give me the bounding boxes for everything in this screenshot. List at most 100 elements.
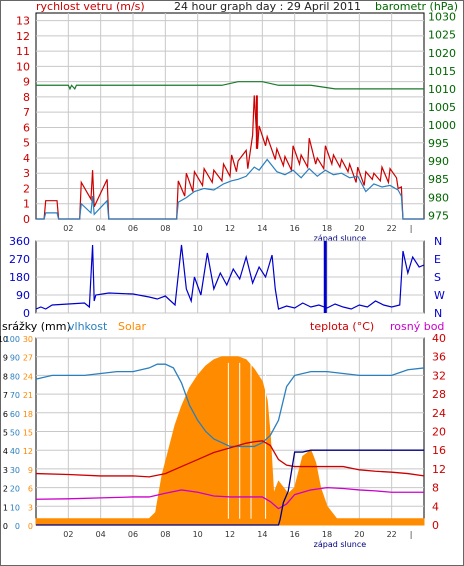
compass-label: N <box>434 235 442 248</box>
precip-tick-label: 9 <box>3 354 8 363</box>
solar-tick-label: 12 <box>23 447 33 456</box>
x-tick-label: 10 <box>193 224 203 233</box>
precip-line <box>36 449 424 526</box>
barometer-tick-label: 1000 <box>428 119 456 132</box>
wind-tick-label: 0 <box>23 213 30 226</box>
x-tick-label: | <box>410 530 413 539</box>
solar-tick-label: 24 <box>23 372 33 381</box>
x-tick-label: 06 <box>128 224 138 233</box>
barometer-tick-label: 1010 <box>428 83 456 96</box>
temperature-line <box>35 440 425 478</box>
temperature-axis-label: teplota (°C) <box>310 320 374 333</box>
temperature-tick-label: 8 <box>432 482 439 495</box>
humidity-tick-label: 70 <box>10 391 20 400</box>
wind-tick-label: 12 <box>16 30 30 43</box>
wind-pressure-panel: 0123456789101112139759809859909951000100… <box>16 11 456 243</box>
humidity-tick-label: 100 <box>5 335 20 344</box>
direction-spike <box>323 241 327 313</box>
chart-title: 24 hour graph day : 29 April 2011 <box>174 0 361 13</box>
solar-tick-label: 6 <box>28 485 33 494</box>
temperature-tick-label: 12 <box>432 463 446 476</box>
solar-tick-label: 30 <box>23 335 33 344</box>
temperature-tick-label: 40 <box>432 332 446 345</box>
barometer-tick-label: 985 <box>428 173 449 186</box>
wind-tick-label: 7 <box>23 106 30 119</box>
solar-tick-label: 9 <box>28 466 33 475</box>
humidity-tick-label: 90 <box>10 354 20 363</box>
wind-tick-label: 1 <box>23 198 30 211</box>
wind-tick-label: 4 <box>23 152 30 165</box>
direction-tick-label: 0 <box>23 307 30 320</box>
compass-label: N <box>434 307 442 320</box>
wind-tick-label: 8 <box>23 91 30 104</box>
precip-tick-label: 3 <box>3 466 8 475</box>
barometer-tick-label: 975 <box>428 209 449 222</box>
humidity-tick-label: 80 <box>10 372 20 381</box>
wind-tick-label: 6 <box>23 121 30 134</box>
humidity-tick-label: 10 <box>10 503 20 512</box>
barometer-tick-label: 1020 <box>428 47 456 60</box>
compass-label: S <box>434 271 441 284</box>
humidity-axis-label: vlhkost <box>68 320 108 333</box>
temperature-tick-label: 36 <box>432 351 446 364</box>
x-tick-label: 02 <box>63 530 73 539</box>
x-tick-label: 12 <box>225 530 235 539</box>
precip-tick-label: 6 <box>3 410 8 419</box>
dewpoint-axis-label: rosný bod <box>390 320 444 333</box>
temperature-tick-label: 32 <box>432 369 446 382</box>
temperature-tick-label: 4 <box>432 500 439 513</box>
x-tick-label: 20 <box>354 530 364 539</box>
humidity-tick-label: 60 <box>10 410 20 419</box>
wind-tick-label: 11 <box>16 45 30 58</box>
solar-tick-label: 18 <box>23 410 33 419</box>
precip-tick-label: 2 <box>3 485 8 494</box>
solar-tick-label: 27 <box>23 354 33 363</box>
temperature-tick-label: 28 <box>432 388 446 401</box>
solar-tick-label: 15 <box>23 429 33 438</box>
temperature-tick-label: 0 <box>432 519 439 532</box>
precip-tick-label: 1 <box>3 503 8 512</box>
x-tick-label: | <box>410 224 413 233</box>
barometer-tick-label: 1005 <box>428 101 456 114</box>
direction-tick-label: 270 <box>9 253 30 266</box>
solar-axis-label: Solar <box>118 320 147 333</box>
pressure-line <box>36 81 424 91</box>
barometer-tick-label: 1025 <box>428 29 456 42</box>
direction-tick-label: 180 <box>9 271 30 284</box>
solar-area <box>35 356 425 526</box>
humidity-tick-label: 0 <box>15 522 20 531</box>
compass-label: W <box>434 289 445 302</box>
x-tick-label: 14 <box>257 224 267 233</box>
wind-gust-bar <box>255 95 258 149</box>
x-tick-label: 12 <box>225 224 235 233</box>
precip-tick-label: 0 <box>3 522 8 531</box>
sunset-annotation: západ slunce <box>314 234 367 243</box>
wind-axis-label: rychlost vetru (m/s) <box>36 0 145 13</box>
precip-tick-label: 4 <box>3 447 8 456</box>
precip-tick-label: 7 <box>3 391 8 400</box>
humidity-tick-label: 30 <box>10 466 20 475</box>
x-tick-label: 08 <box>160 224 170 233</box>
solar-tick-label: 3 <box>28 503 33 512</box>
direction-tick-label: 360 <box>9 235 30 248</box>
precip-axis-label: srážky (mm) <box>2 320 71 333</box>
precip-tick-label: 5 <box>3 429 8 438</box>
humidity-tick-label: 50 <box>10 429 20 438</box>
x-tick-label: 10 <box>193 530 203 539</box>
precip-temperature-panel: 0 0 0 01 10 3 42 20 6 83 30 9 124 40 12 165 50 15 206 60 18 2… <box>0 332 446 549</box>
wind-direction-panel: 0 N 90 W 180 S 270 E 360 N <box>9 235 445 320</box>
x-tick-label: 04 <box>96 530 106 539</box>
humidity-tick-label: 20 <box>10 485 20 494</box>
wind-tick-label: 5 <box>23 137 30 150</box>
barometer-tick-label: 1015 <box>428 65 456 78</box>
wind-speed-line <box>36 158 424 220</box>
x-tick-label: 20 <box>354 224 364 233</box>
precip-tick-label: 8 <box>3 372 8 381</box>
barometer-tick-label: 995 <box>428 137 449 150</box>
temperature-tick-label: 16 <box>432 444 446 457</box>
x-tick-label: 22 <box>387 530 397 539</box>
wind-tick-label: 9 <box>23 76 30 89</box>
x-tick-label: 22 <box>387 224 397 233</box>
humidity-tick-label: 40 <box>10 447 20 456</box>
